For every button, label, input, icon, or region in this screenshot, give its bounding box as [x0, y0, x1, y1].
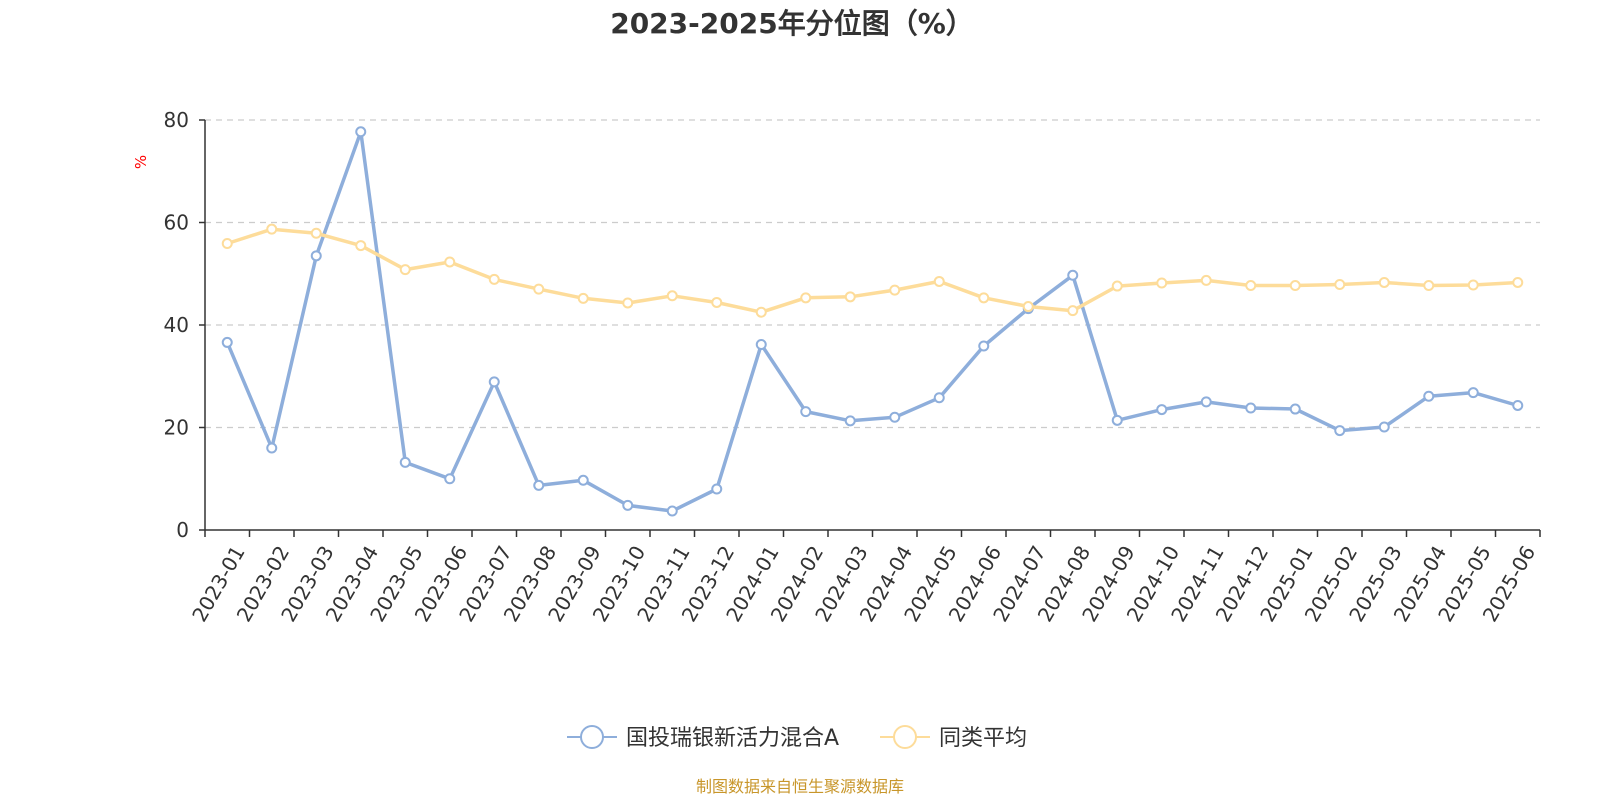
data-point[interactable] [355, 240, 367, 252]
series-lines [221, 126, 1524, 517]
data-point[interactable] [488, 376, 500, 388]
data-point[interactable] [1067, 305, 1079, 317]
data-point[interactable] [533, 283, 545, 295]
data-point[interactable] [1423, 280, 1435, 292]
data-point[interactable] [1378, 276, 1390, 288]
data-point[interactable] [1378, 421, 1390, 433]
y-tick-label: 60 [164, 211, 189, 235]
series-line [226, 227, 1518, 314]
data-point[interactable] [444, 256, 456, 268]
data-point[interactable] [1022, 301, 1034, 313]
data-point[interactable] [399, 456, 411, 468]
data-point[interactable] [889, 284, 901, 296]
data-point[interactable] [1512, 276, 1524, 288]
data-point[interactable] [1289, 280, 1301, 292]
series-line [225, 130, 1519, 513]
data-point[interactable] [444, 473, 456, 485]
legend-marker [580, 725, 604, 749]
axes: 0204060802023-012023-022023-032023-04202… [164, 108, 1541, 626]
data-point[interactable] [1200, 274, 1212, 286]
legend-label: 国投瑞银新活力混合A [626, 726, 839, 751]
data-point[interactable] [266, 223, 278, 235]
data-point[interactable] [355, 126, 367, 138]
data-point[interactable] [711, 296, 723, 308]
grid-lines [205, 119, 1540, 429]
y-axis-unit: % [132, 155, 150, 169]
data-point[interactable] [1156, 404, 1168, 416]
legend-label: 同类平均 [939, 726, 1027, 751]
data-point[interactable] [266, 442, 278, 454]
y-tick-label: 20 [164, 416, 189, 440]
legend-marker [893, 725, 917, 749]
data-point[interactable] [755, 306, 767, 318]
data-point[interactable] [221, 238, 233, 250]
legend-item-0[interactable]: 国投瑞银新活力混合A [567, 725, 839, 751]
legend[interactable]: 国投瑞银新活力混合A 同类平均 [567, 725, 1027, 751]
y-tick-label: 40 [164, 313, 189, 337]
data-point[interactable] [577, 474, 589, 486]
data-point[interactable] [1334, 425, 1346, 437]
chart-title: 2023-2025年分位图（%） [610, 7, 974, 40]
data-point[interactable] [1512, 399, 1524, 411]
data-point[interactable] [755, 338, 767, 350]
data-point[interactable] [1245, 280, 1257, 292]
data-point[interactable] [800, 292, 812, 304]
data-point[interactable] [800, 406, 812, 418]
source-note: 制图数据来自恒生聚源数据库 [696, 777, 904, 796]
data-point[interactable] [577, 292, 589, 304]
data-point[interactable] [310, 227, 322, 239]
data-point[interactable] [1111, 414, 1123, 426]
data-point[interactable] [1111, 280, 1123, 292]
y-tick-label: 0 [176, 518, 189, 542]
data-point[interactable] [666, 290, 678, 302]
series-1 [221, 223, 1524, 318]
data-point[interactable] [978, 292, 990, 304]
data-point[interactable] [622, 297, 634, 309]
data-point[interactable] [1067, 269, 1079, 281]
data-point[interactable] [666, 505, 678, 517]
data-point[interactable] [1334, 279, 1346, 291]
data-point[interactable] [1156, 277, 1168, 289]
data-point[interactable] [1245, 402, 1257, 414]
data-point[interactable] [1200, 396, 1212, 408]
series-0 [221, 126, 1524, 517]
data-point[interactable] [844, 291, 856, 303]
data-point[interactable] [399, 264, 411, 276]
data-point[interactable] [533, 479, 545, 491]
y-tick-label: 80 [164, 108, 189, 132]
data-point[interactable] [622, 499, 634, 511]
data-point[interactable] [889, 411, 901, 423]
data-point[interactable] [933, 392, 945, 404]
data-point[interactable] [1289, 403, 1301, 415]
data-point[interactable] [978, 340, 990, 352]
data-point[interactable] [1467, 387, 1479, 399]
data-point[interactable] [310, 250, 322, 262]
data-point[interactable] [221, 336, 233, 348]
data-point[interactable] [1423, 390, 1435, 402]
data-point[interactable] [933, 275, 945, 287]
data-point[interactable] [1467, 279, 1479, 291]
data-point[interactable] [844, 415, 856, 427]
legend-item-1[interactable]: 同类平均 [880, 725, 1027, 751]
data-point[interactable] [711, 483, 723, 495]
data-point[interactable] [488, 273, 500, 285]
